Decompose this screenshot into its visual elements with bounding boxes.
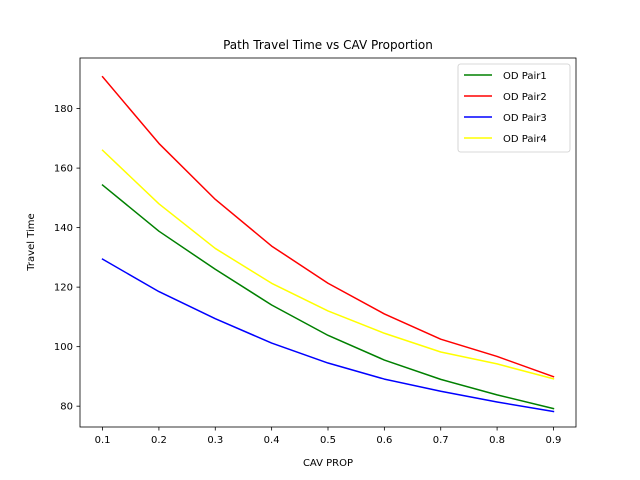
y-tick-label: 140 bbox=[54, 223, 73, 234]
series-line-1 bbox=[101, 184, 555, 410]
x-axis-label: CAV PROP bbox=[303, 458, 353, 469]
legend-label-3: OD Pair3 bbox=[503, 113, 547, 124]
x-tick-label: 0.2 bbox=[151, 435, 167, 446]
y-tick-label: 160 bbox=[54, 164, 73, 175]
x-tick-label: 0.9 bbox=[546, 435, 562, 446]
y-tick-label: 120 bbox=[54, 283, 73, 294]
y-tick-label: 180 bbox=[54, 104, 73, 115]
series-line-4 bbox=[101, 149, 555, 380]
x-tick-label: 0.7 bbox=[433, 435, 449, 446]
chart-title: Path Travel Time vs CAV Proportion bbox=[223, 38, 433, 52]
x-tick-label: 0.6 bbox=[376, 435, 392, 446]
x-tick-label: 0.1 bbox=[95, 435, 111, 446]
series-line-2 bbox=[101, 75, 555, 378]
legend-label-4: OD Pair4 bbox=[503, 134, 547, 145]
y-tick-label: 100 bbox=[54, 342, 73, 353]
legend-box bbox=[457, 63, 571, 153]
y-axis-label: Travel Time bbox=[26, 213, 37, 271]
x-tick-label: 0.8 bbox=[489, 435, 505, 446]
x-tick-label: 0.4 bbox=[264, 435, 280, 446]
legend-label-2: OD Pair2 bbox=[503, 92, 547, 103]
series-line-3 bbox=[101, 258, 555, 413]
x-tick-label: 0.3 bbox=[207, 435, 223, 446]
plot-area: 0.1 0.2 0.3 0.4 0.5 0.6 0.7 0.8 0.9 80 100 120 140 16… bbox=[54, 57, 577, 446]
legend-label-1: OD Pair1 bbox=[503, 71, 547, 82]
x-tick-label: 0.5 bbox=[320, 435, 336, 446]
y-tick-label: 80 bbox=[60, 402, 73, 413]
